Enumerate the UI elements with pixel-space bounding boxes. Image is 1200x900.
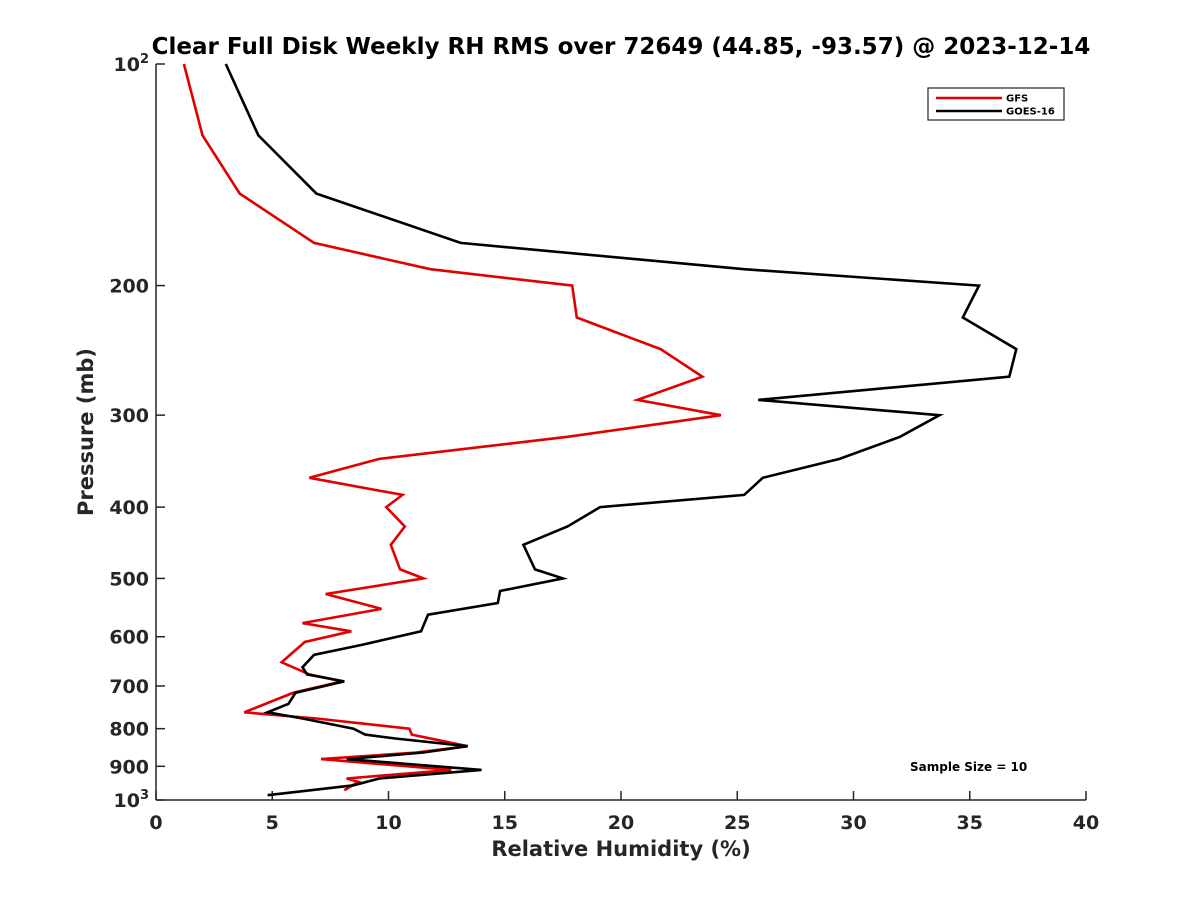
y-tick-label-base: 300 xyxy=(109,405,149,427)
legend[interactable]: GFS GOES-16 xyxy=(927,87,1065,121)
y-tick-label-base: 900 xyxy=(109,756,149,778)
y-tick-label: 800 xyxy=(109,719,149,741)
y-tick-label-base: 600 xyxy=(109,627,149,649)
y-tick-label-base: 10 xyxy=(114,790,140,812)
y-tick-label: 102 xyxy=(114,52,150,76)
y-tick-label: 200 xyxy=(109,276,149,298)
x-tick-label: 40 xyxy=(1073,812,1099,834)
y-tick-label-base: 200 xyxy=(109,276,149,298)
y-tick-label-base: 10 xyxy=(114,54,140,76)
series-line-gfs xyxy=(182,63,722,792)
y-tick-label: 700 xyxy=(109,676,149,698)
x-tick-label: 0 xyxy=(149,812,162,834)
y-tick-label: 500 xyxy=(109,568,149,590)
legend-label-gfs: GFS xyxy=(1006,94,1028,105)
x-tick-label: 20 xyxy=(608,812,634,834)
y-tick-label: 300 xyxy=(109,405,149,427)
y-tick-label: 900 xyxy=(109,756,149,778)
y-tick-label: 103 xyxy=(114,788,150,812)
y-tick-label-exponent: 2 xyxy=(140,52,149,67)
sample-size-annotation: Sample Size = 10 xyxy=(910,760,1027,774)
y-tick-label: 400 xyxy=(109,497,149,519)
x-tick-label: 10 xyxy=(375,812,401,834)
y-axis-label: Pressure (mb) xyxy=(74,348,98,516)
y-tick-label: 600 xyxy=(109,627,149,649)
y-tick-label-base: 700 xyxy=(109,676,149,698)
x-tick-label: 25 xyxy=(724,812,750,834)
y-tick-label-base: 500 xyxy=(109,568,149,590)
x-tick-label: 30 xyxy=(840,812,866,834)
legend-label-goes16: GOES-16 xyxy=(1006,107,1055,118)
y-tick-label-base: 800 xyxy=(109,719,149,741)
y-tick-label-base: 400 xyxy=(109,497,149,519)
x-axis-label: Relative Humidity (%) xyxy=(491,837,750,861)
series-layer xyxy=(182,63,1018,797)
x-tick-label: 35 xyxy=(957,812,983,834)
legend-box xyxy=(927,87,1065,121)
x-tick-label: 15 xyxy=(492,812,518,834)
x-ticks: 0 5 10 15 20 25 30 35 40 xyxy=(149,791,1099,834)
chart-title: Clear Full Disk Weekly RH RMS over 72649… xyxy=(152,34,1091,60)
series-line-goes16 xyxy=(224,63,1018,797)
x-tick-label: 5 xyxy=(266,812,279,834)
y-tick-label-exponent: 3 xyxy=(140,788,149,803)
